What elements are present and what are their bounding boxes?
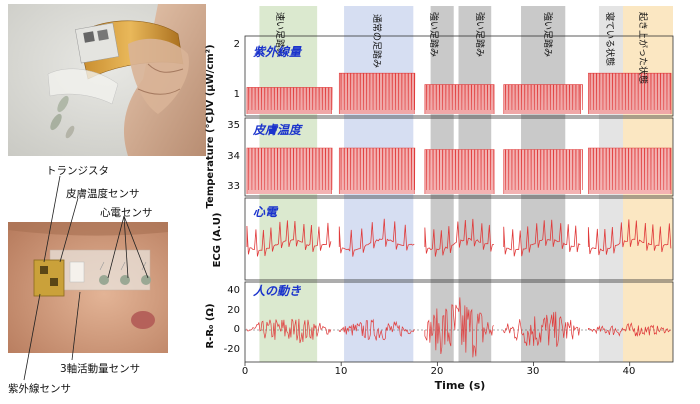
ytick-motion-neg20: -20 <box>224 344 240 355</box>
series-1-fill-4 <box>588 148 672 194</box>
activity-label-fast-stepping: 速い足踏み <box>274 12 286 57</box>
ylabel-uv: UV (μW/cm²) <box>205 44 216 115</box>
activity-label-strong-stepping-1: 強い足踏み <box>428 12 440 57</box>
activity-label-strong-stepping-3: 強い足踏み <box>542 12 554 57</box>
panel-label-motion: 人の動き <box>253 284 302 298</box>
ecg-segment-1 <box>338 218 415 257</box>
series-0-fill-2 <box>424 84 495 114</box>
label-uv-sensor: 紫外線センサ <box>8 383 71 395</box>
ytick-temp-34: 34 <box>227 151 240 162</box>
label-ecg-sensor: 心電センサ <box>100 207 153 219</box>
photo-sensor-sheet-image <box>8 4 206 156</box>
series-0-segment-3 <box>503 84 583 114</box>
activity-label-sat-up: 起き上がった状態 <box>637 12 649 84</box>
xtick-40: 40 <box>623 366 636 377</box>
series-0-segment-2 <box>424 84 495 114</box>
activity-label-normal-stepping: 通常の足踏み <box>371 14 383 68</box>
ecg-segment-4 <box>587 219 672 256</box>
motion-segment-4 <box>588 322 671 337</box>
series-0-segment-1 <box>338 72 416 114</box>
xtick-10: 10 <box>335 366 348 377</box>
activity-label-lying: 寝ている状態 <box>604 12 616 66</box>
ytick-temp-33: 33 <box>227 181 240 192</box>
panel-label-ecg: 心電 <box>253 205 279 219</box>
label-transistor: トランジスタ <box>46 165 109 177</box>
series-1-segment-2 <box>424 149 495 194</box>
ytick-uv-2: 2 <box>234 39 240 50</box>
motion-segment-1 <box>338 318 415 341</box>
motion-segment-2 <box>424 297 495 358</box>
photo-sensor-sheet <box>8 4 206 156</box>
ylabel-temp: Temperature (°C) <box>205 112 216 209</box>
series-0-segment-0 <box>246 87 333 114</box>
ytick-motion-40: 40 <box>227 285 240 296</box>
series-1-segment-1 <box>338 147 416 194</box>
series-1-fill-3 <box>503 149 581 194</box>
label-accelerometer: 3軸活動量センサ <box>60 363 141 375</box>
xtick-0: 0 <box>242 366 248 377</box>
xtick-20: 20 <box>431 366 444 377</box>
series-1-segment-0 <box>246 147 333 194</box>
ylabel-motion: R-R₀ (Ω) <box>205 303 216 348</box>
panel-label-uv: 紫外線量 <box>253 45 303 59</box>
series-0-fill-0 <box>246 87 332 114</box>
ecg-segment-2 <box>424 218 494 257</box>
photo-chest <box>8 222 168 353</box>
signal-traces <box>245 72 673 358</box>
panel-frames <box>244 35 674 366</box>
series-0-fill-3 <box>503 84 581 114</box>
panel-frame-0 <box>244 35 674 117</box>
xtick-30: 30 <box>527 366 540 377</box>
series-0-segment-4 <box>588 72 672 114</box>
series-0-fill-4 <box>588 73 672 114</box>
series-1-segment-3 <box>503 149 583 194</box>
ylabel-ecg: ECG (A.U) <box>212 213 223 268</box>
ytick-uv-1: 1 <box>234 89 240 100</box>
panel-frame-3 <box>244 281 674 363</box>
series-1-fill-2 <box>424 149 495 194</box>
series-1-fill-0 <box>246 148 332 194</box>
activity-label-strong-stepping-2: 強い足踏み <box>474 12 486 57</box>
ecg-segment-0 <box>246 220 332 257</box>
ytick-motion-20: 20 <box>227 305 240 316</box>
series-1-segment-4 <box>588 147 672 194</box>
panel-label-temp: 皮膚温度 <box>252 123 303 137</box>
motion-segment-0 <box>246 318 332 344</box>
photo-chest-image <box>8 222 168 353</box>
ytick-temp-35: 35 <box>227 120 240 131</box>
motion-segment-3 <box>503 311 581 347</box>
panel-frame-2 <box>244 197 674 281</box>
label-skin-temp-sensor: 皮膚温度センサ <box>66 188 140 200</box>
ytick-motion-0: 0 <box>234 324 240 335</box>
xlabel: Time (s) <box>435 379 486 392</box>
ecg-segment-3 <box>503 219 581 257</box>
panel-frame-1 <box>244 117 674 197</box>
